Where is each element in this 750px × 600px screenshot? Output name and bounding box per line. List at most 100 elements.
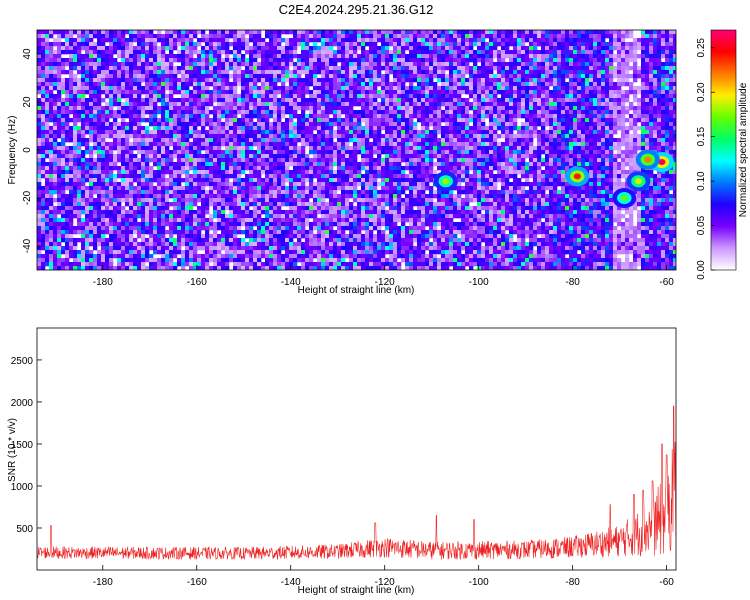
heatmap-cell	[421, 114, 426, 119]
heatmap-cell	[589, 82, 594, 87]
heatmap-cell	[629, 150, 634, 155]
heatmap-cell	[501, 150, 506, 155]
heatmap-cell	[657, 74, 662, 79]
heatmap-cell	[249, 110, 254, 115]
heatmap-cell	[581, 142, 586, 147]
heatmap-cell	[289, 142, 294, 147]
heatmap-cell	[357, 114, 362, 119]
heatmap-cell	[397, 110, 402, 115]
heatmap-cell	[53, 138, 58, 143]
heatmap-cell	[49, 110, 54, 115]
heatmap-cell	[149, 74, 154, 79]
heatmap-cell	[225, 82, 230, 87]
heatmap-cell	[45, 42, 50, 47]
heatmap-cell	[205, 134, 210, 139]
heatmap-cell	[257, 114, 262, 119]
heatmap-cell	[221, 62, 226, 67]
heatmap-cell	[221, 130, 226, 135]
heatmap-cell	[57, 66, 62, 71]
heatmap-cell	[317, 62, 322, 67]
heatmap-cell	[465, 42, 470, 47]
heatmap-cell	[41, 58, 46, 63]
heatmap-cell	[501, 154, 506, 159]
heatmap-cell	[433, 30, 438, 35]
heatmap-cell	[381, 62, 386, 67]
heatmap-cell	[449, 110, 454, 115]
heatmap-cell	[265, 90, 270, 95]
heatmap-cell	[405, 74, 410, 79]
heatmap-cell	[457, 62, 462, 67]
heatmap-cell	[393, 38, 398, 43]
heatmap-cell	[473, 158, 478, 163]
heatmap-cell	[133, 82, 138, 87]
heatmap-cell	[457, 106, 462, 111]
heatmap-cell	[217, 126, 222, 131]
heatmap-cell	[565, 126, 570, 131]
heatmap-cell	[365, 150, 370, 155]
heatmap-cell	[481, 70, 486, 75]
heatmap-cell	[549, 102, 554, 107]
heatmap-cell	[277, 130, 282, 135]
heatmap-cell	[401, 126, 406, 131]
heatmap-cell	[465, 90, 470, 95]
heatmap-cell	[585, 134, 590, 139]
heatmap-cell	[645, 50, 650, 55]
heatmap-cell	[421, 106, 426, 111]
heatmap-cell	[105, 126, 110, 131]
heatmap-cell	[245, 158, 250, 163]
heatmap-cell	[101, 58, 106, 63]
heatmap-cell	[385, 146, 390, 151]
heatmap-cell	[601, 126, 606, 131]
heatmap-cell	[305, 46, 310, 51]
heatmap-cell	[573, 70, 578, 75]
heatmap-cell	[533, 78, 538, 83]
heatmap-cell	[249, 142, 254, 147]
heatmap-cell	[49, 74, 54, 79]
heatmap-cell	[429, 142, 434, 147]
heatmap-cell	[285, 154, 290, 159]
heatmap-cell	[249, 90, 254, 95]
heatmap-cell	[445, 46, 450, 51]
heatmap-cell	[317, 66, 322, 71]
heatmap-cell	[193, 154, 198, 159]
heatmap-cell	[57, 134, 62, 139]
heatmap-cell	[185, 86, 190, 91]
heatmap-cell	[189, 122, 194, 127]
heatmap-cell	[329, 70, 334, 75]
heatmap-cell	[609, 66, 614, 71]
heatmap-cell	[649, 114, 654, 119]
heatmap-cell	[653, 34, 658, 39]
heatmap-cell	[81, 82, 86, 87]
heatmap-cell	[493, 118, 498, 123]
heatmap-cell	[589, 46, 594, 51]
heatmap-cell	[445, 106, 450, 111]
heatmap-cell	[645, 78, 650, 83]
heatmap-cell	[157, 158, 162, 163]
heatmap-cell	[669, 74, 674, 79]
heatmap-cell	[125, 54, 130, 59]
heatmap-cell	[533, 38, 538, 43]
heatmap-cell	[617, 150, 622, 155]
heatmap-cell	[273, 30, 278, 35]
heatmap-cell	[205, 110, 210, 115]
heatmap-cell	[537, 62, 542, 67]
heatmap-cell	[573, 114, 578, 119]
heatmap-cell	[513, 154, 518, 159]
heatmap-cell	[261, 46, 266, 51]
heatmap-cell	[657, 30, 662, 35]
heatmap-cell	[529, 94, 534, 99]
heatmap-cell	[169, 158, 174, 163]
heatmap-cell	[345, 94, 350, 99]
heatmap-cell	[241, 90, 246, 95]
heatmap-cell	[125, 82, 130, 87]
heatmap-cell	[41, 86, 46, 91]
heatmap-cell	[473, 154, 478, 159]
heatmap-cell	[533, 86, 538, 91]
heatmap-cell	[93, 70, 98, 75]
heatmap-cell	[253, 38, 258, 43]
heatmap-cell	[373, 134, 378, 139]
heatmap-cell	[229, 102, 234, 107]
heatmap-cell	[149, 70, 154, 75]
heatmap-cell	[541, 118, 546, 123]
heatmap-cell	[581, 126, 586, 131]
